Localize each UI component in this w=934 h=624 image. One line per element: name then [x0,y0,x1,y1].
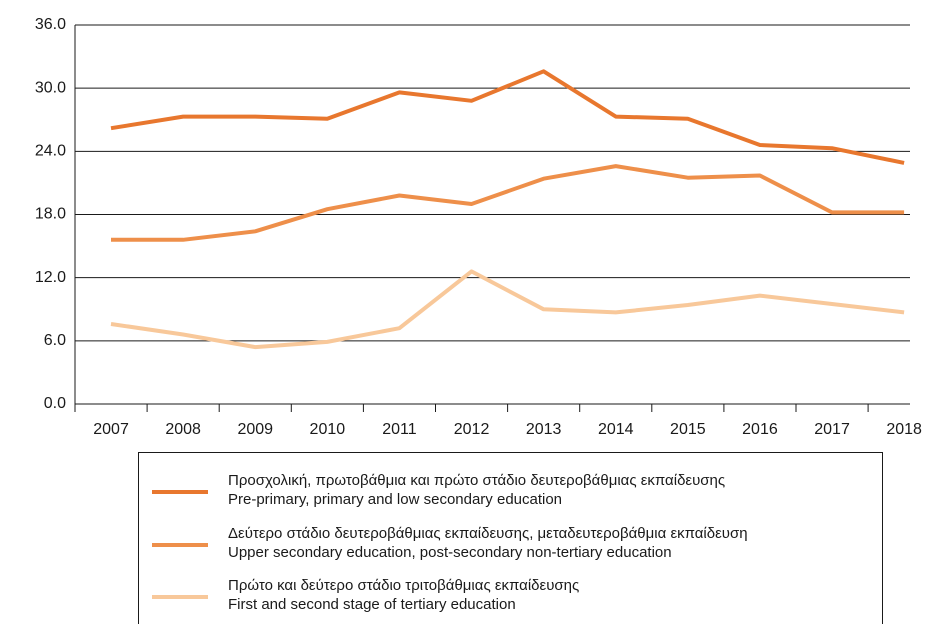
legend-label: Πρώτο και δεύτερο στάδιο τριτοβάθμιας εκ… [228,577,579,594]
legend-box [138,452,883,624]
legend-sublabel: First and second stage of tertiary educa… [228,596,516,613]
y-tick-label: 12.0 [35,269,66,286]
series-line [111,164,905,242]
x-tick-label: 2017 [814,421,850,438]
x-tick-label: 2008 [165,421,201,438]
x-tick-label: 2016 [742,421,778,438]
x-tick-label: 2011 [382,421,417,438]
x-tick-label: 2013 [526,421,562,438]
legend-label: Δεύτερο στάδιο δευτεροβάθμιας εκπαίδευση… [228,525,748,542]
x-tick-label: 2014 [598,421,634,438]
y-tick-label: 24.0 [35,143,66,160]
x-tick-label: 2018 [886,421,922,438]
y-tick-label: 30.0 [35,79,66,96]
y-tick-label: 6.0 [44,332,66,349]
legend-sublabel: Pre-primary, primary and low secondary e… [228,491,562,508]
y-tick-label: 0.0 [44,395,66,412]
y-tick-label: 36.0 [35,16,66,33]
x-tick-label: 2010 [310,421,346,438]
series-line [110,69,905,165]
series-line [110,269,905,350]
x-tick-label: 2009 [237,421,273,438]
x-tick-label: 2015 [670,421,706,438]
y-tick-label: 18.0 [35,206,66,223]
legend-label: Προσχολική, πρωτοβάθμια και πρώτο στάδιο… [228,472,725,489]
x-tick-label: 2007 [93,421,129,438]
legend-sublabel: Upper secondary education, post-secondar… [228,544,672,561]
x-tick-label: 2012 [454,421,490,438]
